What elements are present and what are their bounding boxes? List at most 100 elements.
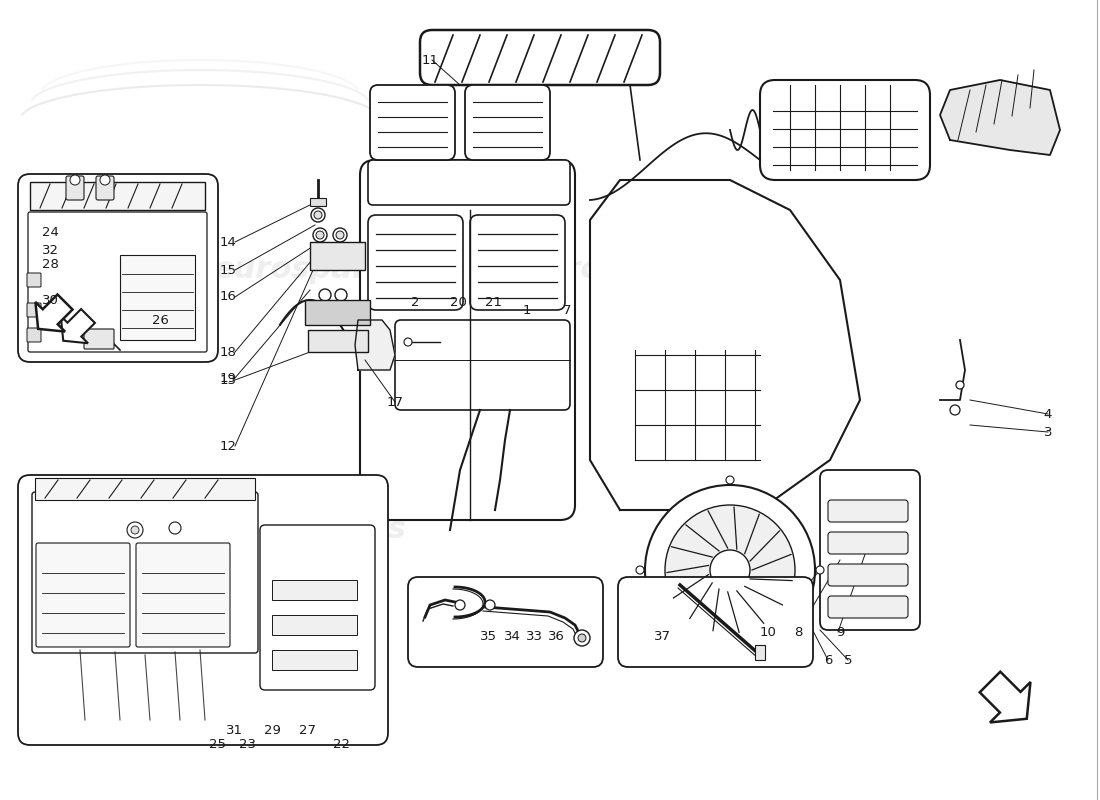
Circle shape <box>950 405 960 415</box>
Text: 3: 3 <box>1044 426 1053 438</box>
Circle shape <box>333 228 346 242</box>
Text: eurospares: eurospares <box>524 255 716 285</box>
FancyBboxPatch shape <box>368 215 463 310</box>
Bar <box>755 645 764 660</box>
FancyBboxPatch shape <box>96 176 114 200</box>
Circle shape <box>636 566 644 574</box>
Circle shape <box>319 289 331 301</box>
Bar <box>30 182 205 210</box>
Circle shape <box>710 550 750 590</box>
FancyBboxPatch shape <box>136 543 230 647</box>
Text: 15: 15 <box>220 263 236 277</box>
FancyBboxPatch shape <box>395 320 570 410</box>
Bar <box>310 242 365 270</box>
Circle shape <box>316 231 324 239</box>
Circle shape <box>314 228 327 242</box>
Circle shape <box>404 338 412 346</box>
Text: 16: 16 <box>220 290 236 303</box>
Circle shape <box>666 505 795 635</box>
FancyBboxPatch shape <box>66 176 84 200</box>
Text: 31: 31 <box>226 725 242 738</box>
Circle shape <box>70 175 80 185</box>
Circle shape <box>126 522 143 538</box>
Circle shape <box>311 208 324 222</box>
Text: 35: 35 <box>480 630 496 643</box>
Text: 9: 9 <box>836 626 844 638</box>
Text: 34: 34 <box>504 630 520 643</box>
Text: 8: 8 <box>794 626 802 638</box>
Circle shape <box>574 630 590 646</box>
Bar <box>120 255 195 340</box>
FancyBboxPatch shape <box>828 596 907 618</box>
Bar <box>305 300 370 325</box>
Polygon shape <box>35 294 73 331</box>
FancyBboxPatch shape <box>18 475 388 745</box>
Text: 6: 6 <box>824 654 833 666</box>
Polygon shape <box>940 80 1060 155</box>
Text: 12: 12 <box>220 439 236 453</box>
Bar <box>272 650 358 670</box>
FancyBboxPatch shape <box>84 329 114 349</box>
FancyBboxPatch shape <box>420 30 660 85</box>
Text: 14: 14 <box>220 235 236 249</box>
FancyBboxPatch shape <box>828 532 907 554</box>
Circle shape <box>645 485 815 655</box>
FancyBboxPatch shape <box>408 577 603 667</box>
FancyBboxPatch shape <box>368 160 570 205</box>
Text: 22: 22 <box>333 738 351 750</box>
FancyBboxPatch shape <box>470 215 565 310</box>
Circle shape <box>100 175 110 185</box>
Circle shape <box>131 526 139 534</box>
Text: 24: 24 <box>42 226 58 238</box>
Polygon shape <box>60 309 95 343</box>
FancyBboxPatch shape <box>618 577 813 667</box>
Text: 27: 27 <box>299 725 317 738</box>
FancyBboxPatch shape <box>28 328 41 342</box>
Bar <box>310 198 326 206</box>
Text: 1: 1 <box>522 303 531 317</box>
Polygon shape <box>980 672 1031 722</box>
Circle shape <box>816 566 824 574</box>
Circle shape <box>485 600 495 610</box>
Text: 20: 20 <box>450 295 466 309</box>
FancyBboxPatch shape <box>18 174 218 362</box>
Text: 13: 13 <box>220 374 236 386</box>
Text: 28: 28 <box>42 258 58 270</box>
Circle shape <box>578 634 586 642</box>
Text: 25: 25 <box>209 738 227 750</box>
FancyBboxPatch shape <box>28 273 41 287</box>
Text: eurospares: eurospares <box>213 255 406 285</box>
FancyBboxPatch shape <box>28 212 207 352</box>
Text: 19: 19 <box>220 371 236 385</box>
Text: eurospares: eurospares <box>620 458 779 482</box>
Circle shape <box>956 381 964 389</box>
Circle shape <box>336 289 346 301</box>
FancyBboxPatch shape <box>820 470 920 630</box>
Text: 18: 18 <box>220 346 236 358</box>
Bar <box>308 330 369 352</box>
Text: 33: 33 <box>526 630 542 643</box>
FancyBboxPatch shape <box>32 492 258 653</box>
Bar <box>35 478 255 500</box>
FancyBboxPatch shape <box>760 80 930 180</box>
FancyBboxPatch shape <box>828 564 907 586</box>
Text: 4: 4 <box>1044 407 1053 421</box>
Text: 21: 21 <box>485 295 503 309</box>
FancyBboxPatch shape <box>465 85 550 160</box>
FancyBboxPatch shape <box>360 160 575 520</box>
Text: 30: 30 <box>42 294 58 306</box>
FancyBboxPatch shape <box>28 303 41 317</box>
FancyBboxPatch shape <box>370 85 455 160</box>
FancyBboxPatch shape <box>36 543 130 647</box>
Text: 36: 36 <box>548 630 564 643</box>
Circle shape <box>169 522 182 534</box>
Text: 26: 26 <box>152 314 168 326</box>
FancyBboxPatch shape <box>260 525 375 690</box>
Text: 17: 17 <box>386 395 404 409</box>
FancyBboxPatch shape <box>828 500 907 522</box>
Text: eurospares: eurospares <box>213 515 406 545</box>
Circle shape <box>336 231 344 239</box>
Circle shape <box>726 656 734 664</box>
Text: 29: 29 <box>264 725 280 738</box>
Text: 2: 2 <box>410 295 419 309</box>
